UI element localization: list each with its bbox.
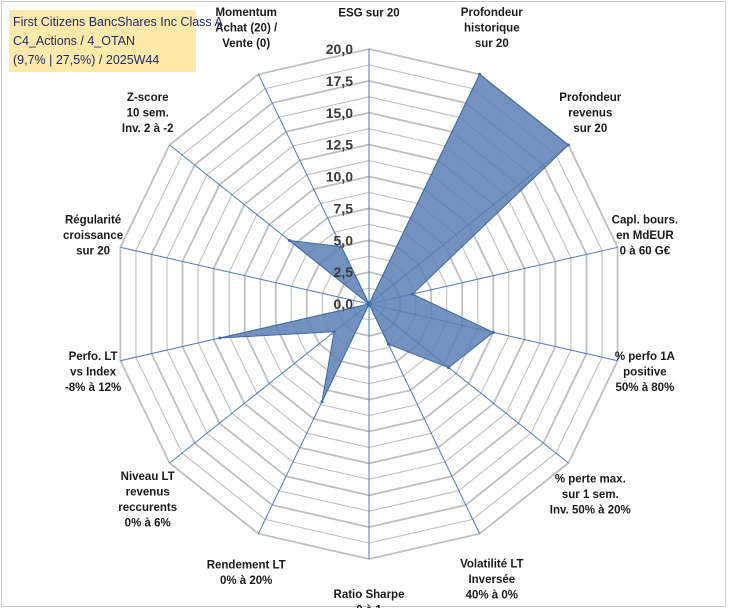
axis-label: Profondeur revenus sur 20 — [559, 92, 621, 135]
data-point — [491, 330, 495, 334]
data-point — [287, 238, 291, 242]
axis-label-line: % perfo 1A — [615, 351, 675, 363]
axis-label-line: 10 sem. — [127, 107, 169, 119]
axis-label: Capl. bours. en MdEUR 0 à 60 G€ — [612, 215, 678, 258]
axis-label-line: Rendement LT — [207, 559, 286, 571]
axis-label-line: Vente (0) — [222, 38, 270, 50]
tick-label: 2,5 — [334, 264, 354, 280]
axis-label-line: sur 20 — [573, 123, 607, 135]
chart-title: First Citizens BancShares Inc Class A — [13, 15, 223, 29]
axis-label-line: vs Index — [70, 366, 117, 378]
axis-label-line: 0 à 60 G€ — [620, 246, 671, 258]
data-point — [478, 72, 482, 76]
axis-label-line: sur 20 — [76, 246, 110, 258]
axis-label: % perfo 1A positive 50% à 80% — [615, 351, 675, 394]
axis-label-line: Note — [356, 2, 382, 4]
data-point — [411, 292, 414, 296]
data-point — [447, 366, 451, 370]
axis-label-line: historique — [464, 22, 520, 34]
axis-label: Note ESG sur 20 — [338, 2, 399, 20]
axis-label-line: revenus — [126, 486, 170, 498]
axis-label-line: revenus — [568, 107, 612, 119]
axis-spoke — [120, 246, 370, 305]
tick-label: 7,5 — [334, 200, 354, 216]
tick-label: 0,0 — [334, 296, 354, 312]
axis-label-line: Inv. 50% à 20% — [550, 505, 631, 517]
axis-label-line: Volatilité LT — [460, 559, 523, 571]
axis-label-line: Profondeur — [559, 92, 621, 104]
tick-label: 10,0 — [326, 169, 353, 185]
axis-label-line: Profondeur — [461, 7, 523, 19]
axis-label-line: positive — [623, 366, 666, 378]
data-point — [332, 330, 336, 334]
axis-label: Z-score 10 sem. Inv. 2 à -2 — [122, 92, 174, 135]
axis-label-line: Niveau LT — [121, 471, 175, 483]
data-point — [386, 342, 390, 346]
tick-label: 20,0 — [326, 41, 353, 57]
tick-label: 17,5 — [326, 73, 353, 89]
axis-label: Perfo. LT vs Index -8% à 12% — [65, 351, 121, 394]
data-point — [566, 143, 570, 147]
axis-label-line: sur 1 sem. — [562, 489, 619, 501]
axis-label: Momentum Achat (20) / Vente (0) — [215, 7, 278, 50]
tick-label: 5,0 — [334, 232, 354, 248]
axis-label-line: Perfo. LT — [69, 351, 118, 363]
data-point — [218, 336, 222, 340]
axis-label: Volatilité LT Inversée 40% à 0% — [460, 559, 523, 602]
axis-label: Profondeur historique sur 20 — [461, 7, 523, 50]
chart-subtitle: C4_Actions / 4_OTAN — [13, 34, 136, 48]
axis-label-line: % perte max. — [555, 474, 626, 486]
chart-meta: (9,7% | 27,5%) / 2025W44 — [13, 53, 160, 67]
axis-label: Ratio Sharpe 0 à 1 — [334, 589, 405, 608]
axis-label-line: croissance — [63, 230, 123, 242]
data-point — [367, 302, 371, 306]
tick-label: 12,5 — [326, 137, 353, 153]
axis-label-line: Inv. 2 à -2 — [122, 123, 174, 135]
axis-label-line: Achat (20) / — [215, 22, 278, 34]
data-point — [320, 400, 324, 404]
axis-label-line: reccurents — [118, 502, 177, 514]
axis-label-line: Capl. bours. — [612, 215, 678, 227]
chart-title-box: First Citizens BancShares Inc Class A C4… — [9, 10, 223, 72]
axis-label-line: Ratio Sharpe — [334, 589, 405, 601]
axis-label-line: sur 20 — [475, 38, 509, 50]
axis-label-line: en MdEUR — [616, 230, 674, 242]
axis-label: % perte max. sur 1 sem. Inv. 50% à 20% — [550, 474, 631, 517]
axis-label-line: 0% à 20% — [220, 575, 272, 587]
axis-label: Rendement LT 0% à 20% — [207, 559, 286, 587]
axis-label-line: Momentum — [216, 7, 277, 19]
axis-label-line: -8% à 12% — [65, 382, 121, 394]
axis-label: Régularité croissance sur 20 — [63, 215, 123, 258]
axis-label-line: 50% à 80% — [615, 382, 674, 394]
axis-label-line: Z-score — [127, 92, 169, 104]
axis-label-line: 0% à 6% — [125, 517, 171, 529]
axis-label: Niveau LT revenus reccurents 0% à 6% — [118, 471, 177, 530]
data-point — [339, 245, 343, 249]
tick-label: 15,0 — [326, 105, 353, 121]
axis-label-line: ESG sur 20 — [338, 8, 399, 20]
axis-label-line: 40% à 0% — [466, 590, 518, 602]
axis-label-line: 0 à 1 — [356, 605, 382, 609]
axis-label-line: Inversée — [468, 574, 515, 586]
axis-label-line: Régularité — [65, 215, 121, 227]
